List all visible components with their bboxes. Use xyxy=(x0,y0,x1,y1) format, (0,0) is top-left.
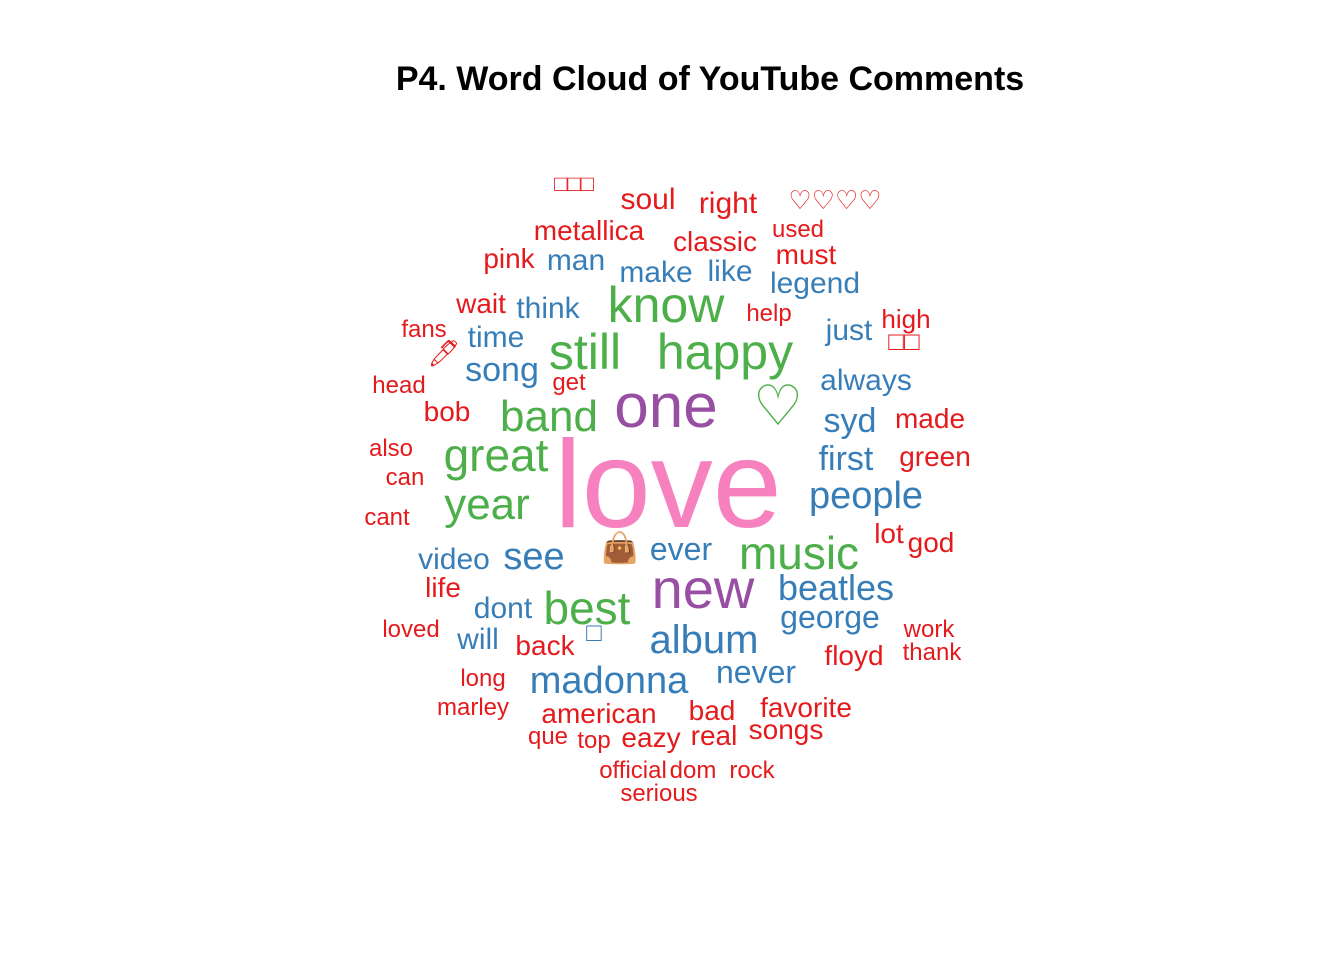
word-syd: syd xyxy=(824,402,877,440)
word-still: still xyxy=(549,324,621,380)
word-thank: thank xyxy=(903,639,963,666)
word-american: american xyxy=(541,698,656,729)
word-work: work xyxy=(903,616,956,643)
word-made: made xyxy=(895,403,965,434)
word-video: video xyxy=(418,543,490,576)
word-dont: dont xyxy=(474,592,533,625)
word-people: people xyxy=(809,475,923,517)
word-long: long xyxy=(460,665,505,692)
word-bag: 👜 xyxy=(601,530,638,565)
word-george: george xyxy=(780,599,880,635)
word-songs: songs xyxy=(749,714,824,745)
word-high: high xyxy=(881,304,930,334)
word-box-box-box: □□□ xyxy=(554,171,594,196)
word-fans: fans xyxy=(401,316,446,343)
word-heart-heart-heart-heart: ♡♡♡♡ xyxy=(788,185,881,215)
word-just: just xyxy=(825,314,873,347)
word-first: first xyxy=(819,440,874,478)
word-love: love xyxy=(554,416,781,554)
word-get: get xyxy=(552,369,586,396)
word-new: new xyxy=(652,557,755,620)
word-happy: happy xyxy=(657,324,793,380)
word-real: real xyxy=(691,720,738,751)
word-favorite: favorite xyxy=(760,692,852,723)
word-know: know xyxy=(608,277,726,333)
word-top: top xyxy=(577,727,610,754)
word-soul: soul xyxy=(620,183,675,216)
word-metallica: metallica xyxy=(534,215,645,246)
word-like: like xyxy=(707,255,752,288)
word-must: must xyxy=(776,239,837,270)
word-green: green xyxy=(899,441,971,472)
word-legend: legend xyxy=(770,267,860,300)
word-official: official xyxy=(599,757,667,784)
word-bob: bob xyxy=(424,396,471,427)
word-loved: loved xyxy=(382,616,439,643)
word-can: can xyxy=(386,464,425,491)
word-classic: classic xyxy=(673,226,757,257)
word-god: god xyxy=(908,527,955,558)
word-wait: wait xyxy=(455,288,506,319)
word-man: man xyxy=(547,244,605,277)
word-right: right xyxy=(699,187,758,220)
word-eazy: eazy xyxy=(621,722,680,753)
word-help: help xyxy=(746,300,791,327)
word-make: make xyxy=(619,256,692,289)
word-best: best xyxy=(544,582,631,634)
word-band: band xyxy=(500,392,598,441)
word-heart: ♡ xyxy=(753,374,803,437)
word-rock: rock xyxy=(729,757,775,784)
word-box-box: □□ xyxy=(888,326,920,356)
word-music: music xyxy=(739,527,859,579)
word-floyd: floyd xyxy=(824,640,883,671)
word-box: □ xyxy=(586,617,602,647)
word-album: album xyxy=(650,618,759,662)
word-back: back xyxy=(515,630,575,661)
word-year: year xyxy=(444,480,530,529)
word-song: song xyxy=(465,351,539,389)
word-great: great xyxy=(444,429,549,481)
word-one: one xyxy=(614,372,717,441)
word-pink: pink xyxy=(483,243,535,274)
word-time: time xyxy=(468,321,525,354)
word-also: also xyxy=(369,435,413,462)
word-lot: lot xyxy=(874,518,904,549)
word-see: see xyxy=(503,536,564,578)
word-used: used xyxy=(772,216,824,243)
word-always: always xyxy=(820,364,912,397)
word-marley: marley xyxy=(437,694,509,721)
word-will: will xyxy=(456,623,499,656)
chart-title: P4. Word Cloud of YouTube Comments xyxy=(395,60,1025,98)
word-bad: bad xyxy=(689,695,736,726)
word-cant: cant xyxy=(364,504,410,531)
word-ever: ever xyxy=(650,531,713,567)
word-que: que xyxy=(528,723,568,750)
word-life: life xyxy=(425,572,461,603)
word-beatles: beatles xyxy=(778,567,894,608)
word-pen: 🖊 xyxy=(427,338,460,368)
word-dom: dom xyxy=(670,757,717,784)
word-think: think xyxy=(516,292,580,325)
word-serious: serious xyxy=(620,780,697,807)
word-madonna: madonna xyxy=(530,660,689,702)
word-head: head xyxy=(372,372,425,399)
word-never: never xyxy=(716,654,796,690)
